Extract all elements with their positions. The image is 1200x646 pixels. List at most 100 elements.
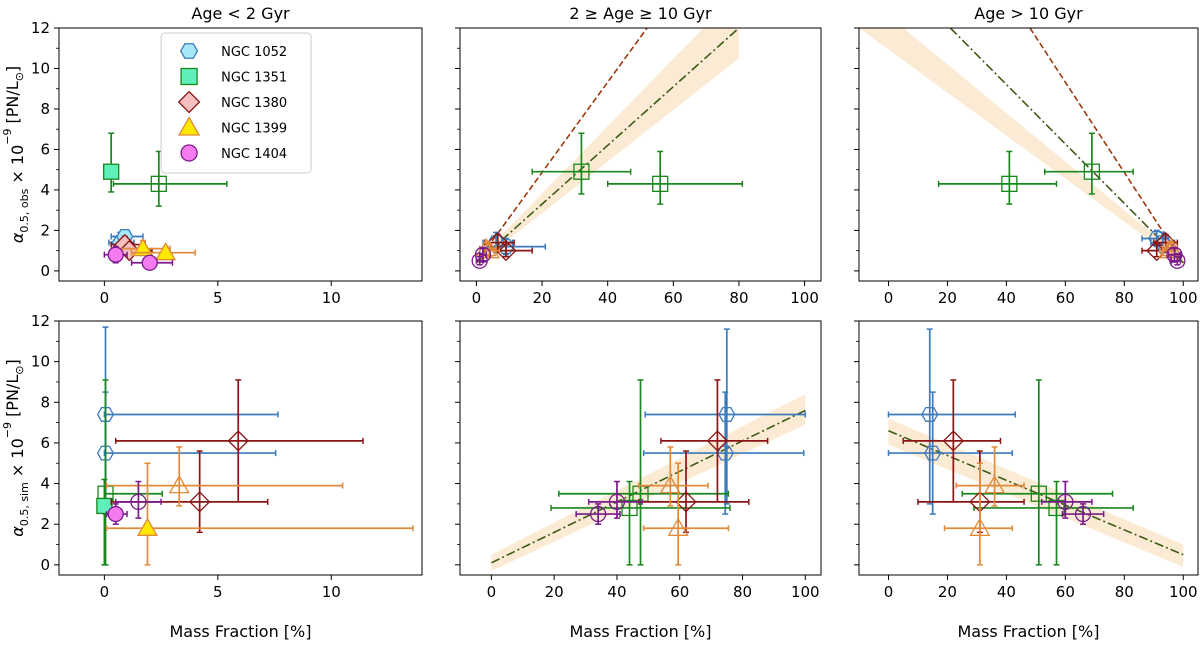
- point-marker: [573, 163, 590, 180]
- y-axis-label-part: [PN/L: [3, 81, 22, 128]
- dashdot-fit-line: [949, 28, 1184, 264]
- point-marker: [969, 517, 991, 536]
- data-point: [902, 379, 1002, 503]
- data-point: [606, 150, 743, 205]
- y-tick-label: 6: [40, 434, 50, 452]
- point-marker: [1001, 175, 1018, 192]
- legend-label: NGC 1399: [221, 122, 287, 137]
- x-tick-label: 0: [884, 583, 894, 601]
- point-marker: [96, 407, 115, 422]
- data-point: [112, 150, 228, 207]
- y-tick-label: 2: [40, 515, 50, 533]
- point-marker: [132, 237, 154, 257]
- point-marker: [1083, 163, 1101, 180]
- data-point: [1041, 480, 1093, 519]
- data-point: [103, 245, 128, 264]
- y-axis-label-part: × 10: [8, 438, 27, 482]
- y-axis-label-part: −9: [1, 422, 14, 438]
- x-tick-label: 60: [670, 583, 689, 601]
- data-point: [130, 254, 174, 271]
- x-tick-label: 100: [791, 583, 820, 601]
- data-point: [114, 379, 364, 503]
- data-point: [1166, 246, 1183, 263]
- y-axis-label-part: 0.5, obs: [18, 188, 31, 232]
- y-axis-label-part: [PN/L: [3, 375, 22, 422]
- x-tick-label: 20: [545, 583, 564, 601]
- y-tick-label: 10: [31, 59, 50, 77]
- x-tick-label: 5: [213, 583, 223, 601]
- point-marker: [168, 474, 190, 494]
- y-axis-label-part: ⊙: [13, 366, 26, 375]
- data-point: [114, 237, 171, 257]
- data-point: [558, 379, 730, 566]
- point-marker: [1166, 246, 1183, 263]
- data-point: [97, 379, 163, 566]
- x-tick-label: 100: [1169, 583, 1198, 601]
- axes-frame: [58, 320, 423, 576]
- x-tick-label: 20: [532, 289, 551, 307]
- data-point: [130, 241, 196, 261]
- x-tick-label: 60: [1056, 289, 1075, 307]
- data-point: [103, 132, 120, 193]
- point-marker: [706, 430, 729, 452]
- y-axis-label-part: ⊙: [13, 72, 26, 81]
- point-marker: [718, 407, 736, 422]
- data-point: [937, 150, 1058, 205]
- y-tick-label: 0: [40, 556, 50, 574]
- axes-frame: [858, 27, 1199, 282]
- x-tick-label: 10: [322, 289, 341, 307]
- data-point: [1043, 132, 1134, 195]
- legend-diamond-icon: [177, 90, 201, 114]
- dashdot-fit-line: [475, 28, 740, 264]
- data-point: [96, 391, 277, 515]
- data-point: [575, 503, 621, 525]
- panel-6: 0 20 40 60 80 100 Mass Fraction [%]: [854, 320, 1199, 641]
- axes-frame: [459, 27, 822, 282]
- confidence-band: [491, 394, 806, 571]
- x-tick-label: 80: [1115, 289, 1134, 307]
- x-tick-label: 10: [322, 583, 341, 601]
- panel-title: Age < 2 Gyr: [191, 4, 290, 23]
- y-axis-label: α0.5, obs × 10−9 [PN/L⊙]: [1, 66, 31, 243]
- axes-frame: [858, 320, 1199, 576]
- x-tick-label: 60: [664, 289, 683, 307]
- data-point: [638, 446, 709, 507]
- data-point: [587, 480, 643, 519]
- point-marker: [1074, 505, 1092, 523]
- point-marker: [96, 497, 113, 515]
- x-tick-label: 80: [733, 583, 752, 601]
- legend-label: NGC 1351: [221, 71, 287, 86]
- data-point: [887, 328, 1016, 505]
- y-axis-label-part: α: [8, 526, 27, 537]
- plot-area: [491, 328, 807, 571]
- y-tick-label: 12: [31, 19, 50, 37]
- y-axis-label-part: × 10: [8, 145, 27, 189]
- y-tick-label: 8: [40, 393, 50, 411]
- confidence-band: [859, 28, 1184, 265]
- x-tick-label: 40: [598, 289, 617, 307]
- data-point: [474, 246, 492, 263]
- point-marker: [103, 163, 120, 180]
- plot-area: [887, 328, 1184, 567]
- point-marker: [150, 175, 167, 192]
- y-tick-label: 8: [40, 100, 50, 118]
- data-point: [105, 462, 414, 566]
- x-tick-label: 100: [790, 289, 819, 307]
- x-tick-label: 80: [1115, 583, 1134, 601]
- point-marker: [675, 491, 697, 513]
- data-point: [973, 480, 1134, 566]
- x-tick-label: 5: [213, 289, 223, 307]
- point-marker: [1030, 485, 1047, 502]
- x-tick-label: 40: [607, 583, 626, 601]
- y-axis-label-part: 0.5, sim: [18, 482, 31, 526]
- point-marker: [942, 430, 964, 452]
- y-axis-label: α0.5, sim × 10−9 [PN/L⊙]: [1, 359, 31, 536]
- y-tick-label: 6: [40, 140, 50, 158]
- data-point: [943, 462, 1014, 566]
- legend-label: NGC 1404: [221, 147, 287, 162]
- point-marker: [495, 239, 517, 262]
- x-tick-label: 20: [938, 289, 957, 307]
- x-tick-label: 40: [997, 583, 1016, 601]
- data-point: [114, 480, 162, 519]
- point-marker: [130, 493, 147, 510]
